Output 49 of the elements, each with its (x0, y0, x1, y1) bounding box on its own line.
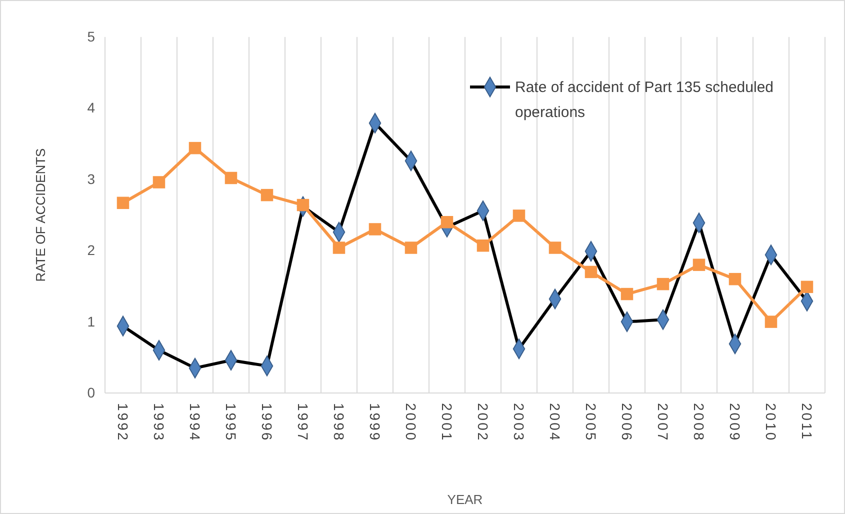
point (692, 258, 706, 271)
x-tick-label: 1992 (115, 403, 132, 442)
y-tick-label: 3 (87, 170, 96, 187)
x-tick-label: 2008 (691, 403, 708, 442)
x-tick-label: 1998 (331, 403, 348, 442)
x-tick-label: 2007 (655, 403, 672, 442)
x-tick-label: 2010 (763, 403, 780, 442)
x-tick-label: 2006 (619, 403, 636, 442)
x-tick-label: 1997 (295, 403, 312, 442)
y-tick-label: 0 (87, 384, 96, 400)
point (728, 272, 742, 286)
x-tick-label: 1996 (259, 403, 276, 442)
x-tick-label: 2003 (511, 403, 528, 442)
point (296, 198, 310, 212)
point (584, 266, 598, 278)
y-tick-label: 2 (87, 242, 96, 258)
point (260, 188, 274, 202)
point (620, 288, 634, 300)
x-tick-label: 1995 (223, 403, 240, 442)
x-tick-label: 1999 (367, 403, 384, 442)
y-tick-label: 1 (87, 313, 96, 330)
x-tick-label: 2001 (439, 403, 456, 442)
x-tick-label: 2004 (547, 403, 564, 442)
x-axis-title: YEAR (447, 492, 483, 507)
point (548, 242, 562, 254)
point (188, 142, 202, 154)
x-tick-label: 1994 (187, 403, 204, 442)
x-tick-label: 2011 (799, 403, 816, 442)
point (656, 278, 670, 290)
legend-label: Rate of accident of Part 135 scheduled operations (515, 79, 774, 121)
x-tick-label: 1993 (151, 403, 168, 442)
point (332, 242, 346, 254)
point (116, 196, 130, 210)
x-tick-label: 2005 (583, 403, 600, 442)
point (476, 239, 490, 252)
point (764, 316, 778, 328)
point (152, 176, 166, 188)
y-tick-label: 5 (87, 28, 96, 44)
x-tick-label: 2009 (727, 403, 744, 442)
y-tick-label: 4 (87, 100, 96, 116)
point (404, 242, 418, 254)
point (512, 210, 526, 222)
point (224, 172, 238, 184)
point (440, 216, 454, 228)
point (800, 280, 814, 294)
x-tick-label: 2002 (475, 403, 492, 442)
point (368, 223, 382, 236)
y-axis-title: RATE OF ACCIDENTS (33, 148, 48, 282)
x-tick-label: 2000 (403, 403, 420, 442)
